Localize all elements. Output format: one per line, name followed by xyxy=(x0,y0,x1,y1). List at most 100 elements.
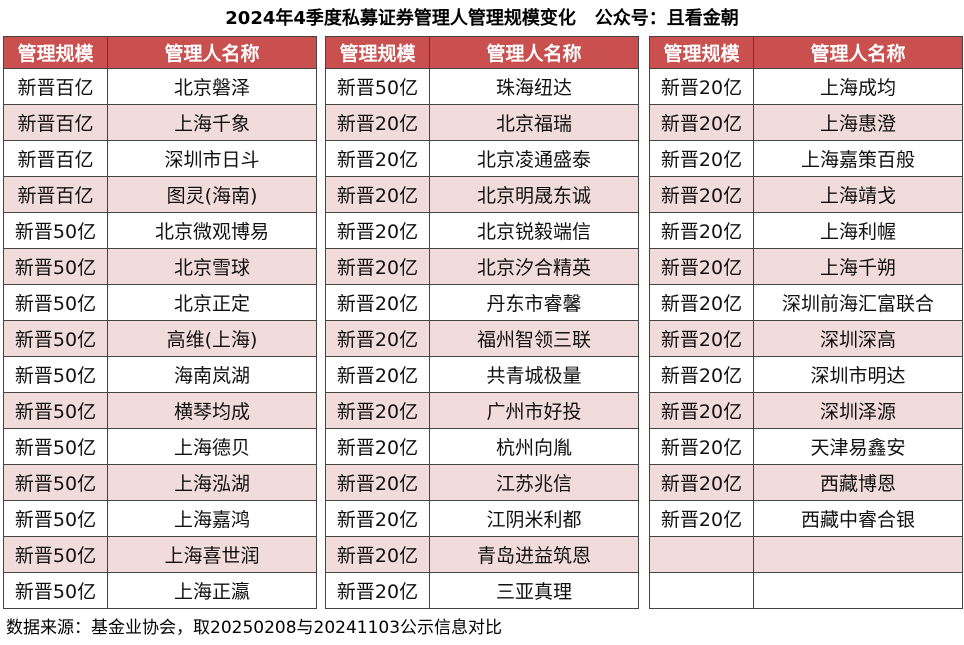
table-row: 新晋20亿 上海嘉策百般 xyxy=(649,140,963,177)
table-cell: 新晋50亿 xyxy=(3,320,108,357)
header-cell: 管理人名称 xyxy=(429,36,639,69)
table-cell: 深圳泽源 xyxy=(753,392,963,429)
table-cell: 新晋20亿 xyxy=(649,104,754,141)
table-cell: 新晋50亿 xyxy=(3,464,108,501)
table-cell: 上海利幄 xyxy=(753,212,963,249)
footer: 数据来源：基金业协会，取20250208与20241103公示信息对比 xyxy=(6,618,503,638)
table-cell: 深圳前海汇富联合 xyxy=(753,284,963,321)
table-row: 新晋20亿 北京明晟东诚 xyxy=(325,176,639,213)
table-row: 新晋20亿 青岛进益筑恩 xyxy=(325,536,639,573)
table-row: 新晋百亿 图灵(海南) xyxy=(3,176,317,213)
table-cell: 新晋50亿 xyxy=(325,68,430,105)
table-cell: 新晋20亿 xyxy=(325,176,430,213)
table-row: 新晋50亿 珠海纽达 xyxy=(325,68,639,105)
table-cell: 北京磐泽 xyxy=(107,68,317,105)
table-cell: 江苏兆信 xyxy=(429,464,639,501)
table-cell: 北京锐毅端信 xyxy=(429,212,639,249)
header-cell: 管理规模 xyxy=(649,36,754,69)
table-cell: 新晋50亿 xyxy=(3,356,108,393)
table-cell: 西藏博恩 xyxy=(753,464,963,501)
table-cell: 丹东市睿馨 xyxy=(429,284,639,321)
table-cell xyxy=(649,572,754,609)
table-cell: 新晋50亿 xyxy=(3,284,108,321)
table-row: 新晋20亿 丹东市睿馨 xyxy=(325,284,639,321)
table: 管理规模 管理人名称 新晋20亿 上海成均 新晋20亿 上海惠澄 新晋20亿 上海嘉策百般 新晋… xyxy=(649,36,963,609)
table-row: 新晋50亿 北京微观博易 xyxy=(3,212,317,249)
table-cell: 新晋20亿 xyxy=(649,356,754,393)
table-cell: 新晋百亿 xyxy=(3,176,108,213)
table-cell: 新晋20亿 xyxy=(325,500,430,537)
table-cell: 天津易鑫安 xyxy=(753,428,963,465)
table-cell: 新晋20亿 xyxy=(325,536,430,573)
table-row: 新晋百亿 上海千象 xyxy=(3,104,317,141)
table-cell: 新晋50亿 xyxy=(3,536,108,573)
title: 2024年4季度私募证券管理人管理规模变化 公众号：且看金朝 xyxy=(225,8,739,29)
table-cell: 新晋20亿 xyxy=(649,284,754,321)
table-row: 新晋50亿 上海正瀛 xyxy=(3,572,317,609)
table-cell: 新晋20亿 xyxy=(649,500,754,537)
table-cell: 深圳深高 xyxy=(753,320,963,357)
table-cell: 北京福瑞 xyxy=(429,104,639,141)
table-row: 新晋20亿 北京福瑞 xyxy=(325,104,639,141)
table-cell: 江阴米利都 xyxy=(429,500,639,537)
table-cell: 北京汐合精英 xyxy=(429,248,639,285)
table-cell: 新晋百亿 xyxy=(3,140,108,177)
table-cell: 三亚真理 xyxy=(429,572,639,609)
table-cell: 新晋20亿 xyxy=(325,572,430,609)
table-cell: 新晋20亿 xyxy=(649,68,754,105)
table: 管理规模 管理人名称 新晋50亿 珠海纽达 新晋20亿 北京福瑞 新晋20亿 北京凌通盛泰 新晋… xyxy=(325,36,639,609)
table-cell: 上海千朔 xyxy=(753,248,963,285)
table-row: 新晋50亿 横琴均成 xyxy=(3,392,317,429)
table-row: 新晋百亿 深圳市日斗 xyxy=(3,140,317,177)
table-cell: 新晋50亿 xyxy=(3,428,108,465)
table-row: 新晋20亿 天津易鑫安 xyxy=(649,428,963,465)
table-row: 新晋20亿 上海靖戈 xyxy=(649,176,963,213)
table-row: 新晋20亿 深圳深高 xyxy=(649,320,963,357)
table-cell: 新晋20亿 xyxy=(325,284,430,321)
table-row: 新晋20亿 上海惠澄 xyxy=(649,104,963,141)
table-cell: 新晋20亿 xyxy=(325,392,430,429)
table-row: 新晋50亿 北京正定 xyxy=(3,284,317,321)
table-cell: 珠海纽达 xyxy=(429,68,639,105)
header-cell: 管理人名称 xyxy=(107,36,317,69)
table-row: 新晋20亿 北京锐毅端信 xyxy=(325,212,639,249)
table-cell: 上海惠澄 xyxy=(753,104,963,141)
header-cell: 管理人名称 xyxy=(753,36,963,69)
table-row: 新晋20亿 北京汐合精英 xyxy=(325,248,639,285)
table-cell: 新晋20亿 xyxy=(649,212,754,249)
table-cell: 新晋百亿 xyxy=(3,68,108,105)
header-row: 管理规模 管理人名称 xyxy=(3,36,317,69)
table-cell: 新晋20亿 xyxy=(649,248,754,285)
table-cell: 福州智领三联 xyxy=(429,320,639,357)
table-cell: 新晋20亿 xyxy=(649,140,754,177)
table-row: 新晋20亿 深圳前海汇富联合 xyxy=(649,284,963,321)
table-cell: 深圳市明达 xyxy=(753,356,963,393)
table-cell: 新晋20亿 xyxy=(649,428,754,465)
table-row xyxy=(649,572,963,609)
table-cell: 新晋50亿 xyxy=(3,572,108,609)
table-row xyxy=(649,536,963,573)
table-cell: 北京明晟东诚 xyxy=(429,176,639,213)
table-cell xyxy=(753,536,963,573)
table-cell: 上海喜世润 xyxy=(107,536,317,573)
table-row: 新晋20亿 北京凌通盛泰 xyxy=(325,140,639,177)
table-cell: 新晋50亿 xyxy=(3,392,108,429)
table-cell: 新晋20亿 xyxy=(649,320,754,357)
header-row: 管理规模 管理人名称 xyxy=(649,36,963,69)
table-cell: 上海千象 xyxy=(107,104,317,141)
table-cell: 青岛进益筑恩 xyxy=(429,536,639,573)
table-cell: 北京微观博易 xyxy=(107,212,317,249)
table-cell: 新晋20亿 xyxy=(325,104,430,141)
table-row: 新晋50亿 上海嘉鸿 xyxy=(3,500,317,537)
table-cell: 西藏中睿合银 xyxy=(753,500,963,537)
table-cell: 北京正定 xyxy=(107,284,317,321)
table-cell: 新晋20亿 xyxy=(649,392,754,429)
table-cell: 新晋20亿 xyxy=(325,464,430,501)
table-cell: 新晋20亿 xyxy=(649,176,754,213)
header-cell: 管理规模 xyxy=(3,36,108,69)
table-cell: 新晋50亿 xyxy=(3,500,108,537)
header-cell: 管理规模 xyxy=(325,36,430,69)
table-cell: 共青城极量 xyxy=(429,356,639,393)
table-cell xyxy=(753,572,963,609)
